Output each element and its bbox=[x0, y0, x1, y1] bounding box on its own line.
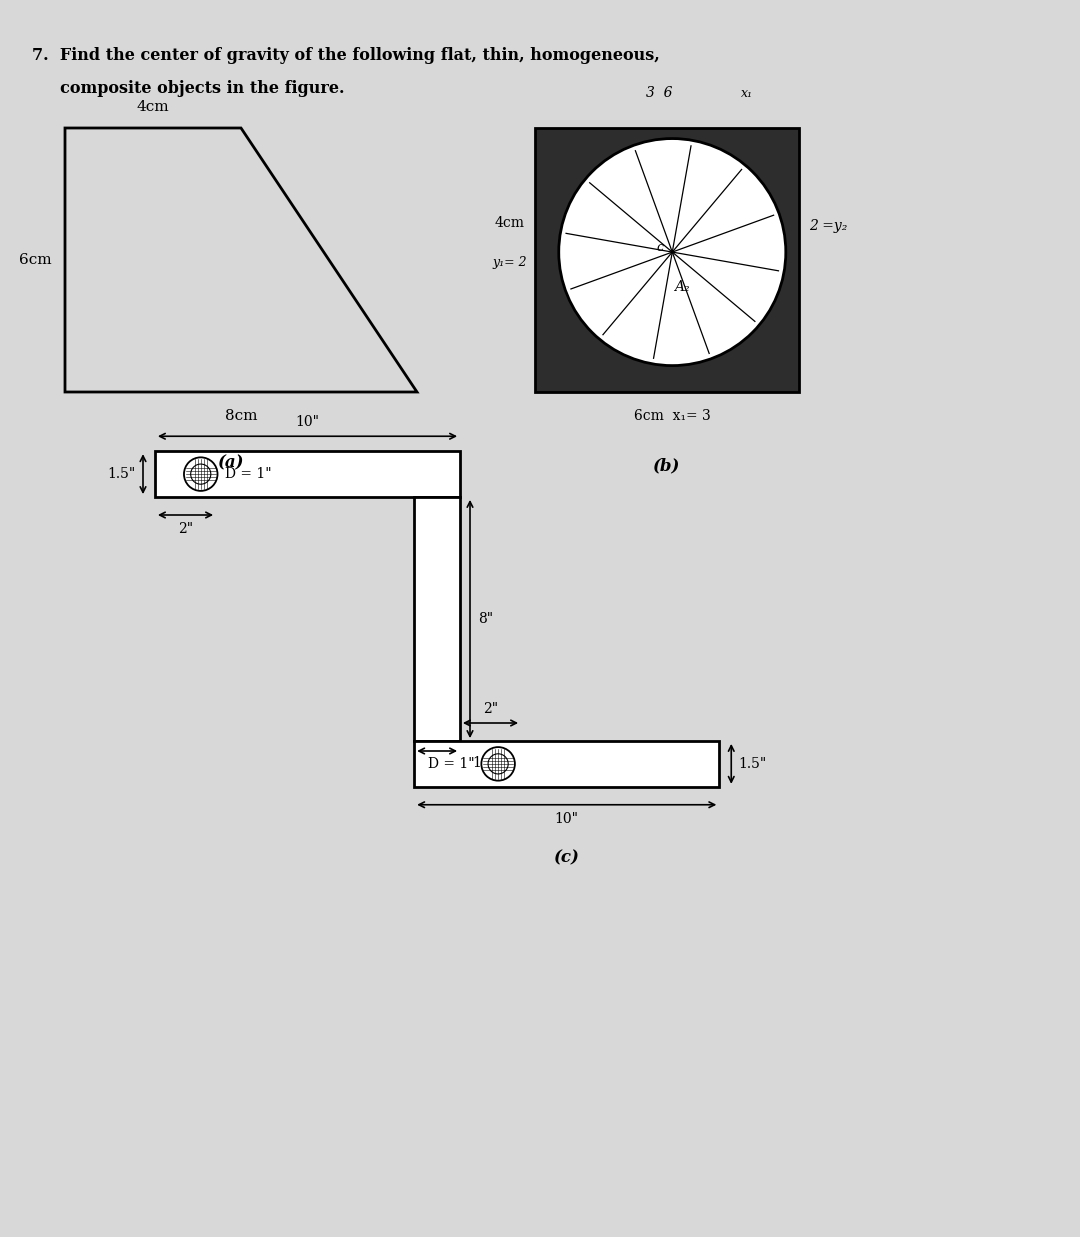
Text: 6cm: 6cm bbox=[19, 254, 52, 267]
Text: (a): (a) bbox=[218, 454, 244, 471]
Text: 4cm: 4cm bbox=[137, 100, 170, 114]
Text: 1.5": 1.5" bbox=[739, 757, 767, 771]
Bar bbox=[415, 741, 719, 787]
Text: 2": 2" bbox=[483, 703, 498, 716]
Text: 10": 10" bbox=[555, 811, 579, 826]
Bar bbox=[156, 452, 460, 497]
Text: 2 =y₂: 2 =y₂ bbox=[809, 219, 848, 233]
Text: D = 1": D = 1" bbox=[428, 757, 474, 771]
Text: 2": 2" bbox=[178, 522, 193, 536]
Text: 3  6: 3 6 bbox=[646, 87, 673, 100]
Text: D = 1": D = 1" bbox=[225, 468, 271, 481]
Text: 8cm: 8cm bbox=[225, 409, 257, 423]
Bar bbox=[415, 497, 460, 741]
Circle shape bbox=[184, 458, 217, 491]
Text: c: c bbox=[657, 240, 664, 254]
Text: 6cm  x₁= 3: 6cm x₁= 3 bbox=[634, 409, 711, 423]
Text: (b): (b) bbox=[653, 456, 680, 474]
Polygon shape bbox=[535, 127, 799, 392]
Text: y₁= 2: y₁= 2 bbox=[492, 256, 527, 270]
Circle shape bbox=[191, 464, 211, 484]
Circle shape bbox=[482, 747, 515, 781]
Text: 1.5": 1.5" bbox=[472, 756, 500, 769]
Text: 10": 10" bbox=[296, 416, 320, 429]
Text: 7.  Find the center of gravity of the following flat, thin, homogeneous,: 7. Find the center of gravity of the fol… bbox=[32, 47, 660, 64]
Text: x₁: x₁ bbox=[741, 87, 753, 100]
Text: composite objects in the figure.: composite objects in the figure. bbox=[32, 80, 345, 96]
Circle shape bbox=[558, 139, 786, 366]
Text: 8": 8" bbox=[478, 612, 494, 626]
Text: (c): (c) bbox=[554, 850, 580, 867]
Text: 4cm: 4cm bbox=[495, 216, 525, 230]
Text: 1.5": 1.5" bbox=[108, 468, 136, 481]
Text: A₂: A₂ bbox=[675, 280, 690, 294]
Circle shape bbox=[488, 753, 509, 774]
